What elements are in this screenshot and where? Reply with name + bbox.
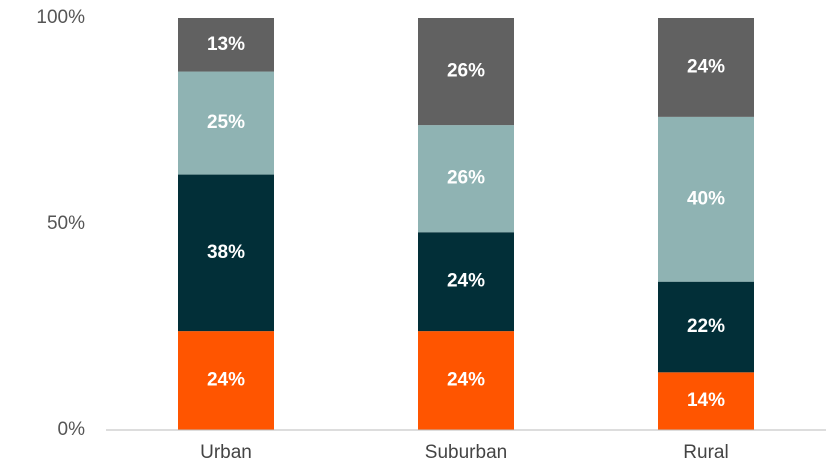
- y-tick-label: 50%: [47, 213, 85, 234]
- value-label: 24%: [687, 56, 725, 77]
- bar-segment: [658, 372, 754, 430]
- bar-segment: [658, 281, 754, 373]
- value-label: 14%: [687, 390, 725, 411]
- value-label: 24%: [447, 370, 485, 391]
- value-label: 40%: [687, 188, 725, 209]
- value-label: 38%: [207, 242, 245, 263]
- bar-segment: [178, 174, 274, 332]
- bar-segment: [178, 331, 274, 430]
- bar-segment: [418, 232, 514, 332]
- bar-segment: [418, 125, 514, 233]
- x-tick-label: Urban: [200, 442, 252, 463]
- value-label: 24%: [447, 271, 485, 292]
- value-label: 13%: [207, 34, 245, 55]
- value-label: 25%: [207, 112, 245, 133]
- value-label: 26%: [447, 168, 485, 189]
- y-tick-label: 0%: [58, 419, 86, 440]
- bar-segment: [178, 71, 274, 175]
- y-tick-label: 100%: [36, 7, 85, 28]
- bar-segment: [658, 18, 754, 117]
- bar-segment: [418, 18, 514, 126]
- bar-segment: [418, 331, 514, 430]
- bar-segment: [178, 18, 274, 72]
- value-label: 22%: [687, 316, 725, 337]
- x-tick-label: Suburban: [425, 442, 507, 463]
- value-label: 26%: [447, 61, 485, 82]
- x-tick-label: Rural: [683, 442, 728, 463]
- value-label: 24%: [207, 370, 245, 391]
- bar-segment: [658, 116, 754, 282]
